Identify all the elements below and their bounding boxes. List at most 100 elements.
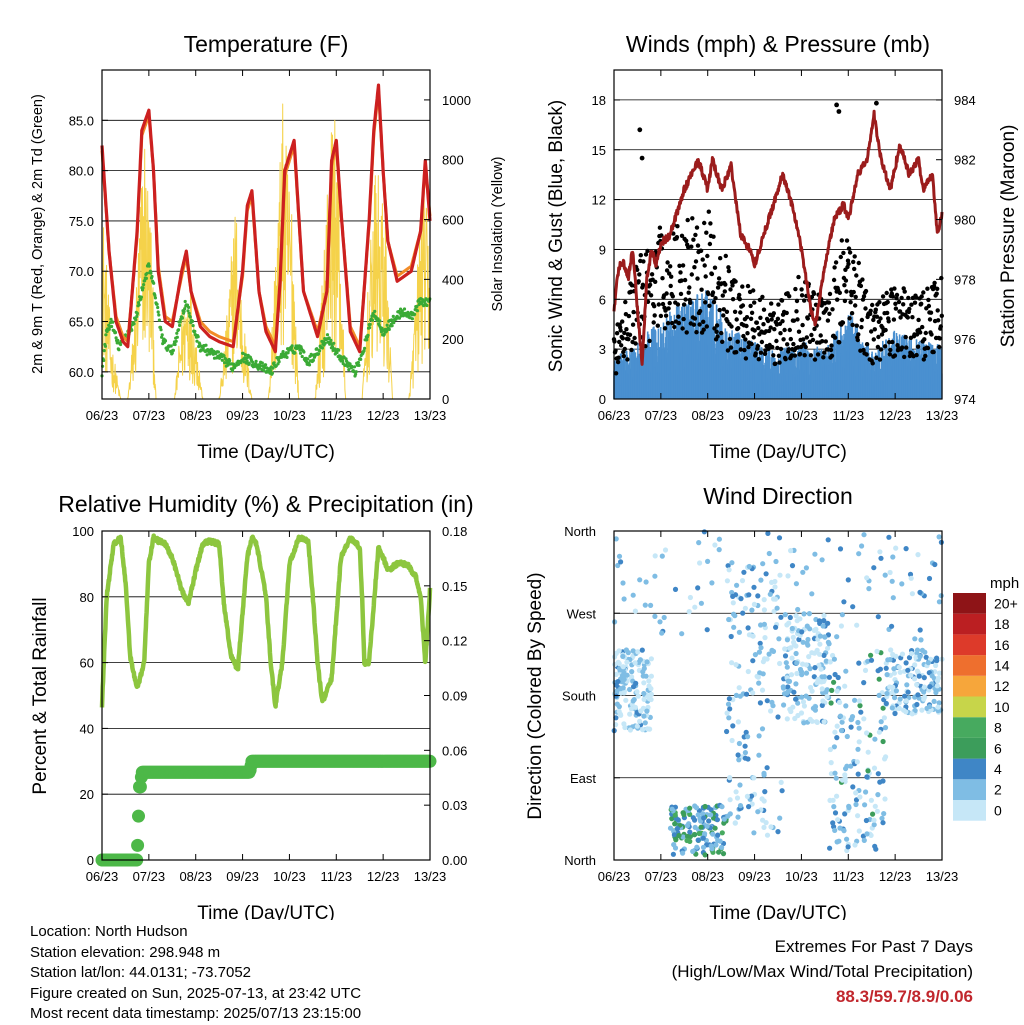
gust-point bbox=[787, 327, 792, 333]
gust-point bbox=[786, 347, 791, 352]
wind-direction-point bbox=[848, 763, 854, 769]
wind-direction-point bbox=[620, 580, 626, 586]
wind-direction-point bbox=[640, 727, 646, 733]
gust-point bbox=[724, 309, 730, 314]
gust-point bbox=[663, 308, 668, 313]
wind-direction-point bbox=[855, 719, 861, 726]
wind-direction-point bbox=[915, 552, 921, 558]
gust-point bbox=[633, 341, 638, 346]
wind-direction-point bbox=[908, 651, 915, 657]
gust-point bbox=[721, 313, 726, 318]
wind-direction-point bbox=[646, 678, 652, 684]
gust-point bbox=[695, 243, 701, 248]
dewpoint-point bbox=[193, 329, 197, 333]
winds-y-tick-label: 12 bbox=[592, 193, 606, 208]
gust-point bbox=[832, 335, 838, 340]
wind-direction-point bbox=[750, 658, 756, 664]
gust-point bbox=[640, 282, 646, 287]
gust-point bbox=[918, 330, 923, 335]
wind-direction-point bbox=[638, 708, 644, 714]
wind-direction-point bbox=[614, 688, 620, 694]
gust-point bbox=[703, 274, 708, 279]
humidity-x-tick-label: 12/23 bbox=[367, 869, 400, 884]
gust-point bbox=[884, 290, 889, 296]
wind-direction-point bbox=[881, 715, 888, 721]
gust-point bbox=[887, 352, 892, 357]
wind-direction-point bbox=[844, 733, 850, 740]
wind-direction-point bbox=[648, 673, 655, 679]
wind-direction-point bbox=[874, 648, 880, 655]
wind-direction-point bbox=[702, 803, 708, 810]
colorbar-segment bbox=[953, 717, 986, 738]
dewpoint-point bbox=[111, 320, 115, 324]
wind-direction-point bbox=[768, 708, 774, 714]
gust-point bbox=[643, 252, 649, 257]
wind-direction-point bbox=[706, 818, 712, 824]
wind-direction-point bbox=[785, 689, 791, 695]
gust-point bbox=[859, 317, 865, 323]
dewpoint-point bbox=[190, 319, 195, 323]
wind-direction-point bbox=[793, 581, 800, 587]
dewpoint-point bbox=[330, 345, 335, 349]
wind-direction-point bbox=[934, 683, 940, 689]
wind-direction-point bbox=[821, 719, 827, 725]
wind-direction-point bbox=[670, 851, 677, 857]
wind-direction-point bbox=[764, 765, 770, 771]
wind-direction-point bbox=[858, 709, 864, 715]
dewpoint-point bbox=[307, 363, 312, 367]
gust-point bbox=[904, 345, 909, 350]
wind-direction-point bbox=[687, 805, 693, 811]
wind-direction-point bbox=[615, 679, 621, 685]
gust-point bbox=[843, 278, 849, 283]
wind-direction-point bbox=[803, 565, 810, 571]
wind-direction-point bbox=[842, 683, 848, 689]
humidity-right-tick-label: 0.00 bbox=[442, 853, 467, 868]
winds-pressure-panel: Winds (mph) & Pressure (mb) 06/23 07/23 08… bbox=[546, 31, 1019, 463]
gust-point bbox=[932, 280, 937, 286]
wind-direction-point bbox=[642, 602, 648, 608]
dewpoint-point bbox=[160, 335, 164, 339]
dewpoint-point bbox=[382, 332, 386, 336]
gust-point bbox=[837, 290, 842, 295]
wind-direction-point bbox=[834, 793, 840, 799]
wind-direction-point bbox=[676, 832, 682, 839]
winds-plot-frame bbox=[613, 69, 943, 400]
gust-point bbox=[687, 285, 692, 290]
gust-point bbox=[681, 316, 686, 322]
wind-direction-point bbox=[724, 578, 731, 584]
wind-direction-point bbox=[845, 844, 851, 850]
wind-direction-point bbox=[822, 634, 828, 640]
gust-point bbox=[780, 319, 785, 324]
wind-direction-point bbox=[897, 696, 903, 702]
gust-point bbox=[897, 309, 903, 314]
gust-point bbox=[668, 264, 673, 269]
dewpoint-point bbox=[262, 369, 266, 373]
wind-direction-point bbox=[746, 592, 752, 598]
wind-direction-point bbox=[803, 693, 809, 699]
wind-direction-point bbox=[778, 779, 784, 786]
wind-direction-point bbox=[773, 624, 779, 630]
dewpoint-point bbox=[390, 324, 394, 328]
wind-direction-point bbox=[880, 738, 886, 745]
winds-x-tick-label: 07/23 bbox=[645, 408, 678, 423]
wind-direction-point bbox=[745, 625, 751, 631]
wind-direction-point bbox=[730, 723, 736, 729]
wind-direction-point bbox=[732, 820, 738, 826]
wind-direction-point bbox=[767, 591, 773, 597]
wind-direction-point bbox=[739, 578, 746, 584]
gust-point bbox=[714, 323, 720, 328]
wind-direction-point bbox=[909, 711, 915, 717]
gust-point bbox=[649, 272, 655, 277]
wind-direction-point bbox=[811, 674, 817, 680]
wind-direction-point bbox=[680, 850, 686, 856]
gust-point bbox=[693, 232, 698, 238]
gust-point bbox=[686, 290, 691, 295]
wind-direction-point bbox=[729, 560, 735, 566]
wind-direction-point bbox=[801, 703, 808, 709]
dewpoint-point bbox=[155, 302, 159, 306]
gust-point bbox=[728, 345, 734, 350]
gust-point bbox=[809, 294, 815, 300]
gust-point bbox=[737, 292, 742, 298]
wind-direction-point bbox=[709, 846, 715, 852]
wind-direction-point bbox=[821, 618, 827, 624]
